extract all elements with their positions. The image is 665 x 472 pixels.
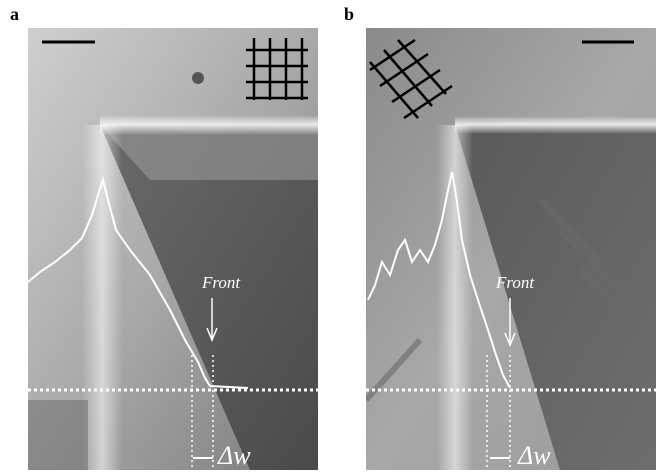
intensity-profile — [367, 171, 511, 389]
front-label: Front — [495, 273, 535, 292]
front-label: Front — [201, 273, 241, 292]
delta-w-label: Δw — [517, 441, 551, 470]
panel-label: b — [344, 4, 354, 24]
front-arrow — [504, 298, 516, 347]
panel-label: a — [10, 4, 19, 24]
front-arrow — [206, 298, 218, 342]
micrograph-a — [28, 28, 318, 470]
micrograph-b — [366, 28, 656, 470]
delta-w-label: Δw — [217, 441, 251, 470]
grid-icon — [369, 38, 453, 120]
grid-icon — [246, 38, 308, 100]
intensity-profile — [27, 176, 249, 389]
